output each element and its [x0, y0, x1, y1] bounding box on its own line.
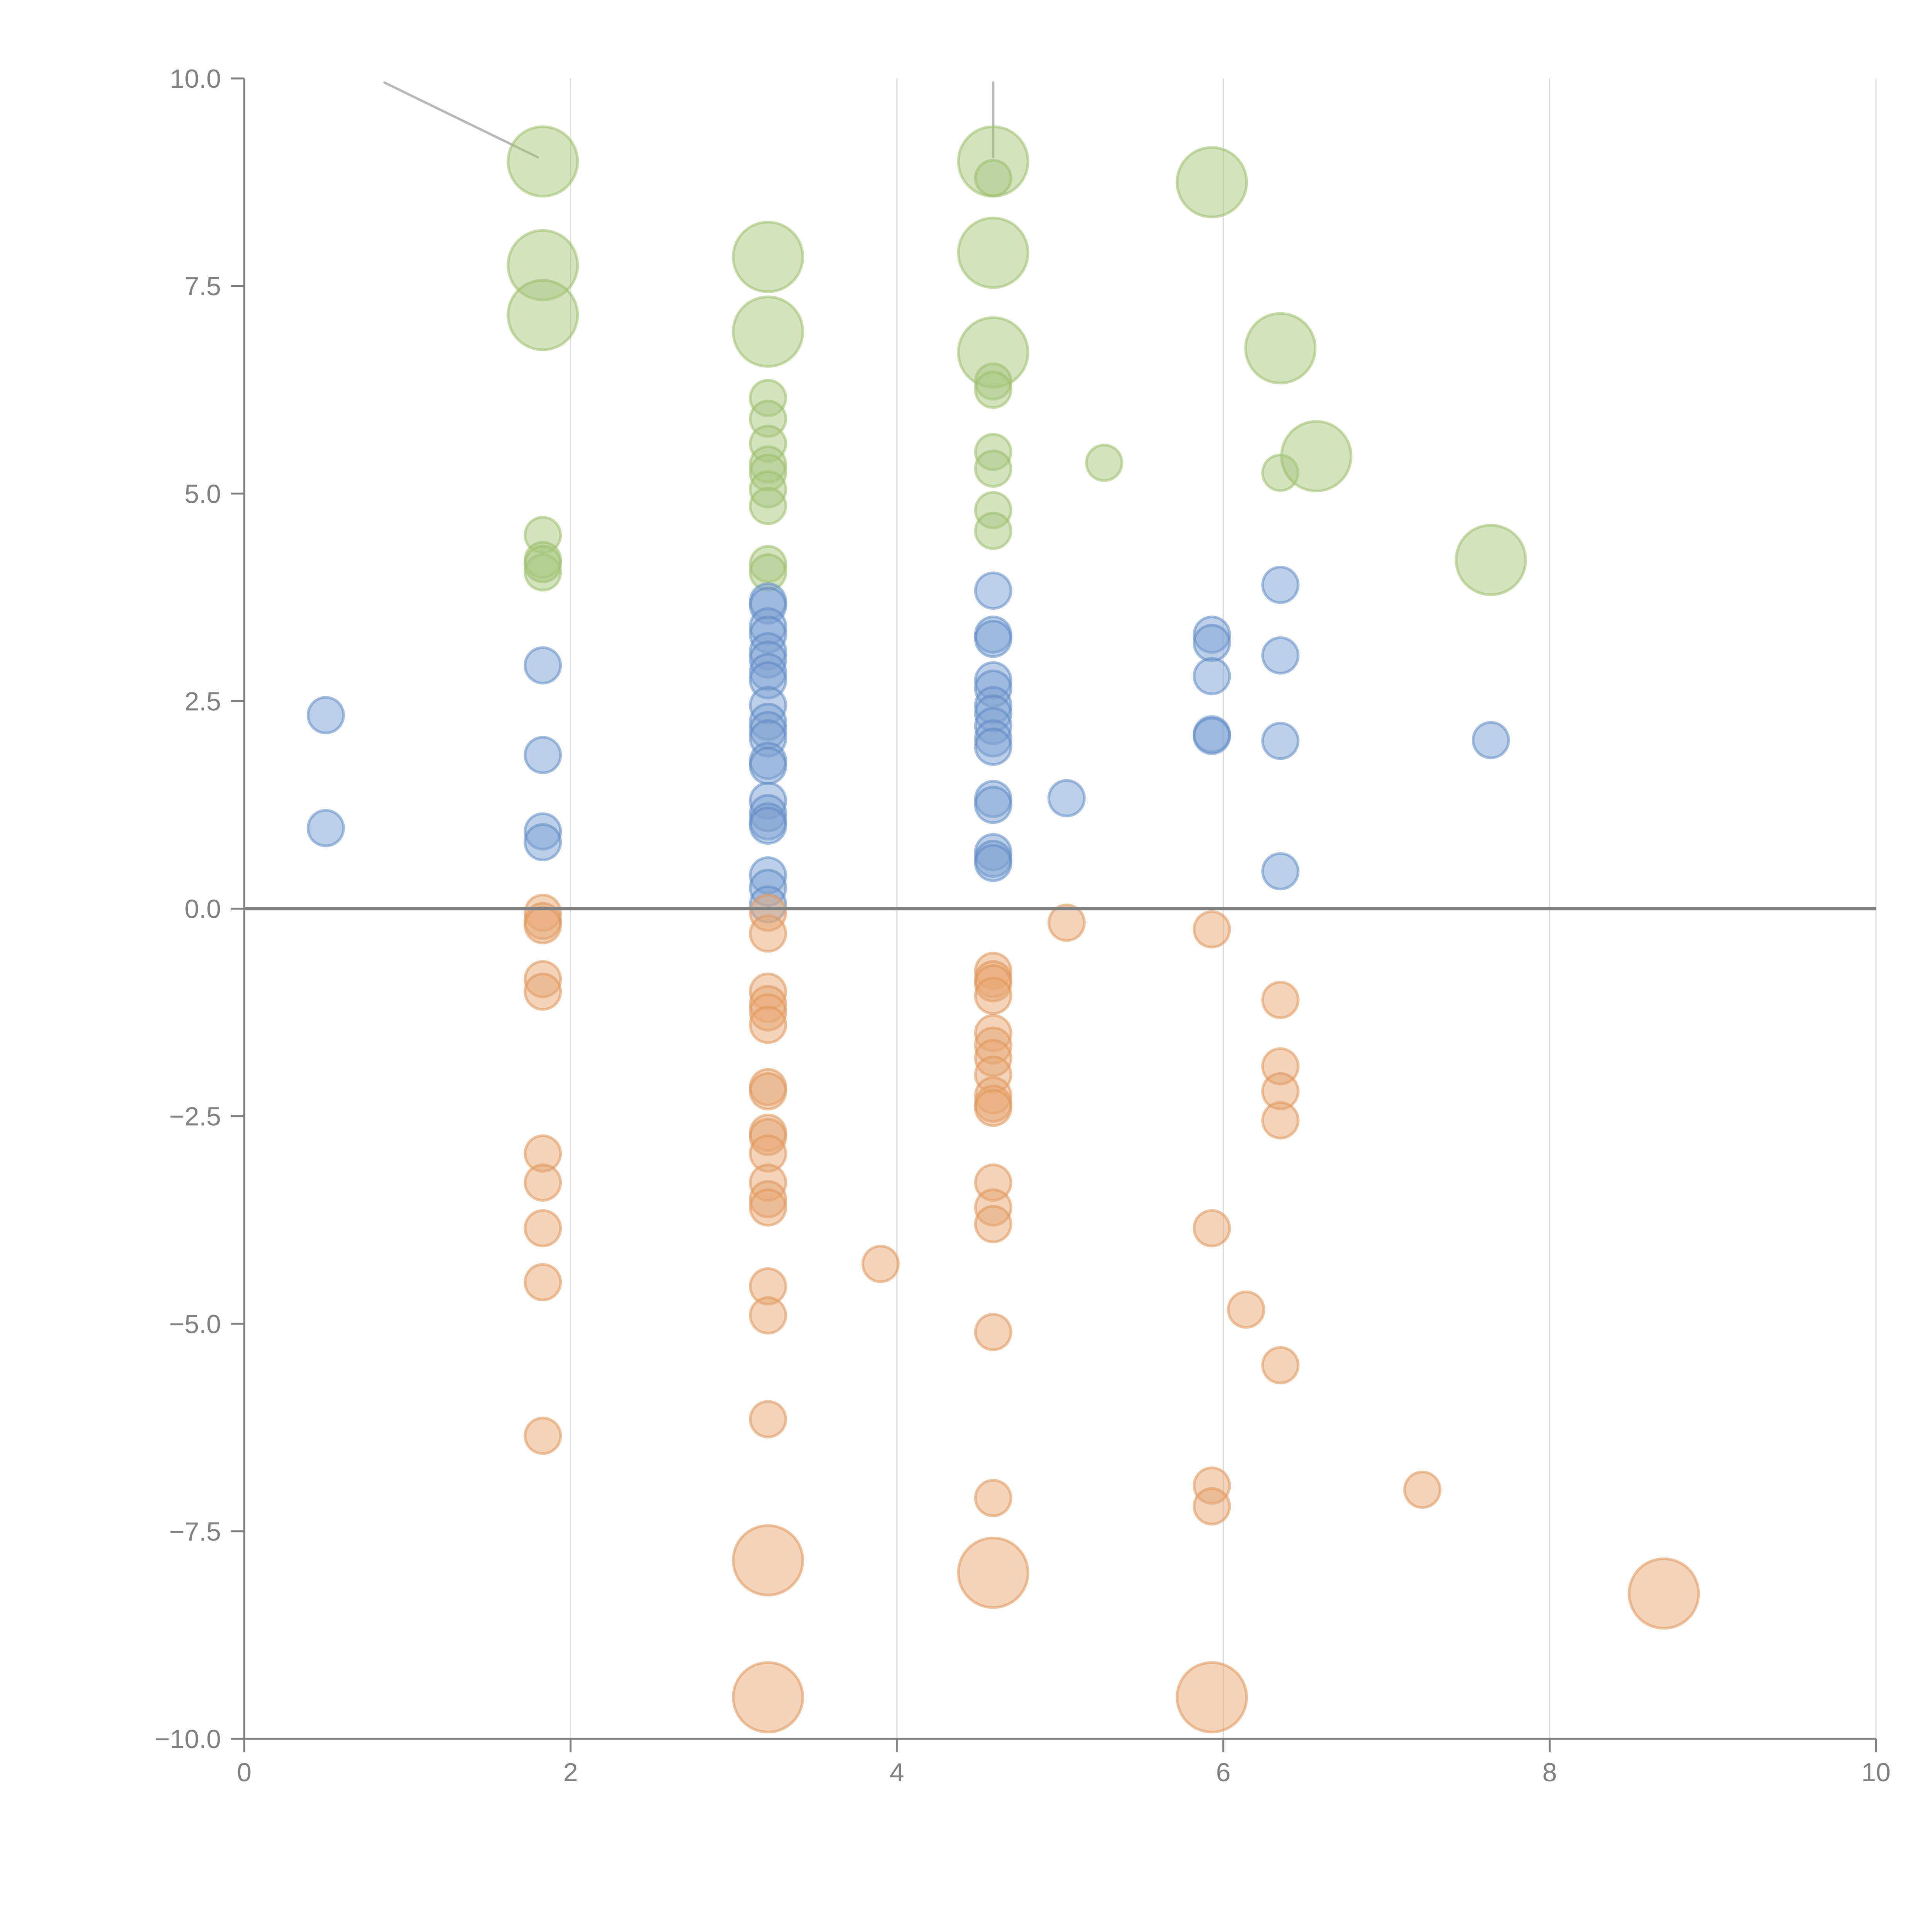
bubble-point — [1192, 717, 1231, 755]
tick-labels: 10.0 7.5 5.0 2.5 0.0 −2.5 −5.0 −7.5 −10.0 0 2 4 6 8 10 — [155, 64, 1891, 1787]
bubble-point — [749, 1188, 787, 1227]
bubble-point — [974, 371, 1012, 409]
bubble-point — [974, 1479, 1012, 1517]
bubble-point — [1261, 566, 1300, 604]
x-tick-label: 4 — [889, 1758, 904, 1787]
x-tick-label: 6 — [1216, 1758, 1231, 1787]
bubble-point — [732, 295, 804, 368]
bubble-point — [1261, 981, 1300, 1019]
bubble-point — [524, 736, 562, 774]
bubble-point — [957, 1536, 1029, 1609]
bubble-point — [507, 279, 579, 351]
bubble-point — [1175, 146, 1248, 219]
bubble-point — [1192, 624, 1231, 662]
bubble-point — [1261, 1101, 1300, 1139]
bubble-point — [1047, 779, 1086, 818]
bubble-point — [974, 619, 1012, 658]
bubble-point — [524, 1263, 562, 1301]
x-tick-label: 10 — [1861, 1758, 1891, 1787]
bubble-point — [1471, 721, 1510, 759]
bubble-point — [749, 1400, 787, 1439]
series-blue — [306, 566, 1510, 924]
bubble-point — [957, 216, 1029, 289]
bubble-point — [974, 976, 1012, 1015]
bubble-point — [1261, 1346, 1300, 1384]
bubble-point — [1628, 1557, 1700, 1630]
bubble-point — [524, 823, 562, 862]
bubble-point — [1227, 1290, 1265, 1329]
bubble-point — [1192, 1209, 1231, 1248]
bubble-point — [749, 1005, 787, 1044]
bubble-point — [1261, 636, 1300, 675]
bubble-point — [1047, 903, 1086, 942]
series-green — [507, 125, 1527, 596]
bubble-point — [749, 486, 787, 525]
bubble-point — [1261, 722, 1300, 760]
bubble-point — [732, 221, 804, 293]
bubble-point — [974, 728, 1012, 766]
x-tick-label: 0 — [237, 1758, 252, 1787]
bubble-point — [524, 545, 562, 583]
x-tick-label: 2 — [563, 1758, 578, 1787]
bubble-point — [861, 1245, 900, 1283]
y-tick-label: −10.0 — [155, 1725, 221, 1754]
bubble-point — [1192, 657, 1231, 696]
bubble-point — [974, 1313, 1012, 1351]
y-tick-label: 0.0 — [184, 895, 221, 924]
bubble-point — [1280, 420, 1353, 493]
bubble-point — [1403, 1470, 1442, 1509]
bubble-point — [974, 512, 1012, 550]
bubble-point — [1192, 910, 1231, 949]
bubbles — [306, 125, 1700, 1734]
bubble-point — [749, 1296, 787, 1335]
bubble-point — [524, 1417, 562, 1455]
bubble-point — [1175, 1661, 1248, 1734]
y-tick-label: 5.0 — [184, 479, 221, 509]
bubble-point — [749, 747, 787, 785]
bubble-point — [749, 1072, 787, 1111]
bubble-point — [732, 1661, 804, 1734]
y-tick-label: 2.5 — [184, 687, 221, 716]
y-tick-label: −2.5 — [169, 1102, 221, 1131]
bubble-point — [1261, 852, 1300, 891]
bubble-point — [749, 914, 787, 953]
bubble-point — [974, 786, 1012, 824]
y-tick-label: −7.5 — [169, 1517, 221, 1546]
bubble-point — [524, 1209, 562, 1248]
y-tick-label: −5.0 — [169, 1310, 221, 1339]
bubble-point — [974, 1088, 1012, 1127]
bubble-point — [1244, 312, 1317, 384]
annotation-leaders — [383, 81, 995, 159]
bubble-point — [524, 906, 562, 944]
bubble-point — [306, 696, 345, 735]
y-tick-label: 10.0 — [170, 64, 221, 94]
bubble-point — [974, 159, 1012, 197]
bubble-point — [974, 844, 1012, 882]
bubble-point — [1192, 1487, 1231, 1526]
bubble-point — [974, 1205, 1012, 1243]
bubble-point — [732, 1524, 804, 1597]
bubble-point — [974, 449, 1012, 488]
x-tick-label: 8 — [1542, 1758, 1557, 1787]
bubble-point — [749, 806, 787, 845]
bubble-point — [524, 1163, 562, 1202]
axes — [231, 77, 1877, 1752]
y-tick-label: 7.5 — [184, 272, 221, 301]
bubble-point — [524, 972, 562, 1011]
bubble-point — [1454, 524, 1527, 596]
bubble-point — [974, 571, 1012, 610]
bubble-point — [507, 125, 579, 198]
bubble-point — [524, 646, 562, 685]
series-orange — [524, 893, 1700, 1734]
bubble-point — [1085, 444, 1124, 482]
bubble-point — [306, 809, 345, 847]
